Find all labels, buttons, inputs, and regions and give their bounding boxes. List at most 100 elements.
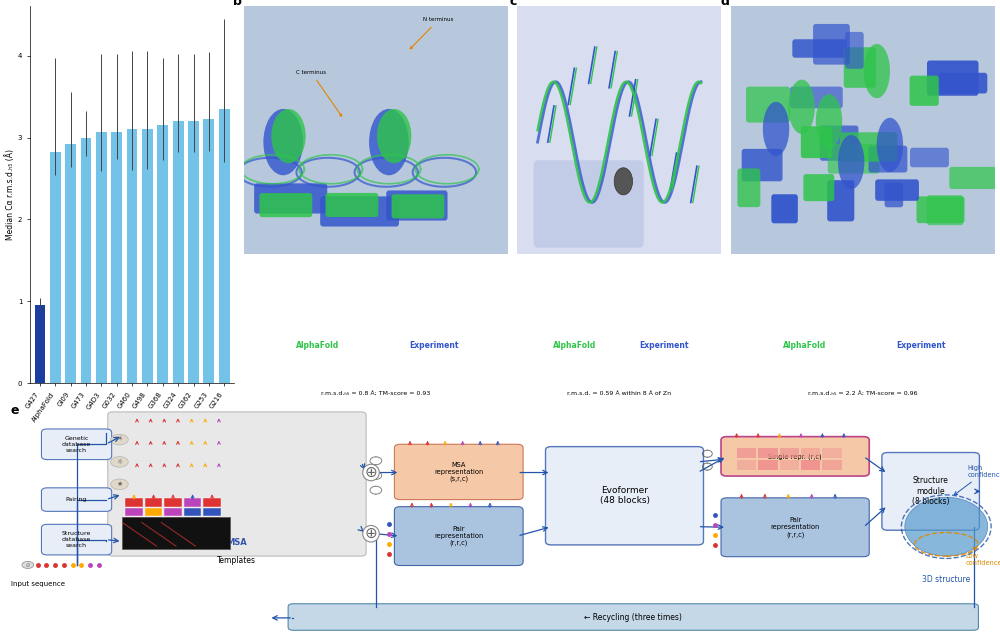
FancyBboxPatch shape <box>386 190 448 220</box>
Text: N terminus: N terminus <box>410 17 454 49</box>
Bar <box>184 508 201 516</box>
Text: ⌀: ⌀ <box>26 562 30 568</box>
FancyBboxPatch shape <box>394 444 523 500</box>
FancyBboxPatch shape <box>771 194 798 223</box>
Bar <box>219 109 230 383</box>
Ellipse shape <box>905 497 988 556</box>
Text: c: c <box>509 0 516 8</box>
Text: Pair
representation
(r,r,c): Pair representation (r,r,c) <box>770 517 820 537</box>
FancyBboxPatch shape <box>949 167 1000 189</box>
Bar <box>188 121 199 383</box>
FancyBboxPatch shape <box>534 160 644 248</box>
Bar <box>164 508 182 516</box>
FancyBboxPatch shape <box>259 193 312 217</box>
Bar <box>801 459 820 470</box>
Ellipse shape <box>864 44 890 98</box>
Text: d: d <box>720 0 729 8</box>
Bar <box>737 459 756 470</box>
FancyBboxPatch shape <box>792 39 847 58</box>
Bar <box>164 527 182 535</box>
Bar <box>203 536 221 544</box>
Bar <box>122 517 230 549</box>
FancyBboxPatch shape <box>927 61 979 96</box>
Text: High
confidence: High confidence <box>954 465 1000 495</box>
Bar <box>96 132 107 383</box>
Ellipse shape <box>263 109 303 175</box>
FancyBboxPatch shape <box>927 195 963 225</box>
FancyBboxPatch shape <box>939 73 987 93</box>
FancyBboxPatch shape <box>737 169 760 207</box>
Bar <box>145 527 162 535</box>
Bar <box>125 517 143 525</box>
FancyBboxPatch shape <box>746 87 790 123</box>
Bar <box>758 449 778 458</box>
FancyBboxPatch shape <box>546 447 703 545</box>
FancyBboxPatch shape <box>828 144 880 174</box>
Bar <box>184 536 201 544</box>
FancyBboxPatch shape <box>844 47 876 88</box>
Text: Single repr. (r,c): Single repr. (r,c) <box>768 453 822 459</box>
FancyBboxPatch shape <box>517 6 721 254</box>
Text: ☀: ☀ <box>116 436 123 443</box>
FancyBboxPatch shape <box>840 132 897 162</box>
FancyBboxPatch shape <box>916 196 965 223</box>
FancyBboxPatch shape <box>731 6 995 254</box>
FancyBboxPatch shape <box>910 148 949 167</box>
FancyBboxPatch shape <box>41 525 112 555</box>
FancyBboxPatch shape <box>254 183 327 213</box>
Bar <box>184 527 201 535</box>
Text: AlphaFold: AlphaFold <box>296 341 339 350</box>
Bar <box>164 536 182 544</box>
FancyBboxPatch shape <box>827 180 854 221</box>
Text: MSA: MSA <box>227 538 247 547</box>
FancyBboxPatch shape <box>108 412 366 556</box>
Bar <box>203 517 221 525</box>
Text: Genetic
database
search: Genetic database search <box>62 436 91 452</box>
Bar <box>801 449 820 458</box>
Text: Pair
representation
(r,r,c): Pair representation (r,r,c) <box>434 526 483 546</box>
Bar <box>50 152 61 383</box>
Ellipse shape <box>111 435 128 445</box>
FancyBboxPatch shape <box>320 196 399 227</box>
FancyBboxPatch shape <box>813 24 850 65</box>
Text: 3D structure: 3D structure <box>922 575 970 584</box>
Text: Evoformer
(48 blocks): Evoformer (48 blocks) <box>600 486 650 505</box>
Text: Experiment: Experiment <box>409 341 459 350</box>
Text: AlphaFold: AlphaFold <box>553 341 596 350</box>
FancyBboxPatch shape <box>882 452 979 530</box>
Bar <box>125 508 143 516</box>
Bar <box>184 498 201 507</box>
FancyBboxPatch shape <box>392 194 444 219</box>
FancyBboxPatch shape <box>517 6 721 254</box>
Bar <box>164 498 182 507</box>
Text: r.m.s.d. = 0.59 Å within 8 Å of Zn: r.m.s.d. = 0.59 Å within 8 Å of Zn <box>567 391 671 396</box>
Bar <box>145 498 162 507</box>
Text: Templates: Templates <box>217 556 256 565</box>
Bar <box>822 449 842 458</box>
Text: ☼: ☼ <box>116 459 123 465</box>
Bar <box>184 517 201 525</box>
Bar <box>737 449 756 458</box>
Text: r.m.s.d.ₕ₅ = 2.2 Å; TM-score = 0.96: r.m.s.d.ₕ₅ = 2.2 Å; TM-score = 0.96 <box>808 391 918 396</box>
Bar <box>203 527 221 535</box>
Bar <box>142 129 153 383</box>
Text: Experiment: Experiment <box>896 341 946 350</box>
Bar <box>780 459 799 470</box>
FancyBboxPatch shape <box>244 6 508 254</box>
Text: Pairing: Pairing <box>66 497 87 502</box>
Bar <box>164 517 182 525</box>
FancyBboxPatch shape <box>801 127 832 158</box>
Ellipse shape <box>763 102 789 156</box>
Bar <box>758 459 778 470</box>
Text: AlphaFold: AlphaFold <box>783 341 826 350</box>
Bar <box>145 536 162 544</box>
Text: Input sequence: Input sequence <box>11 581 65 587</box>
FancyBboxPatch shape <box>721 498 869 557</box>
Text: ⊕: ⊕ <box>365 527 377 541</box>
Bar <box>125 527 143 535</box>
Bar <box>65 144 76 383</box>
FancyBboxPatch shape <box>41 429 112 459</box>
FancyBboxPatch shape <box>910 75 939 106</box>
Ellipse shape <box>369 109 409 175</box>
Text: Structure
database
search: Structure database search <box>62 531 91 548</box>
